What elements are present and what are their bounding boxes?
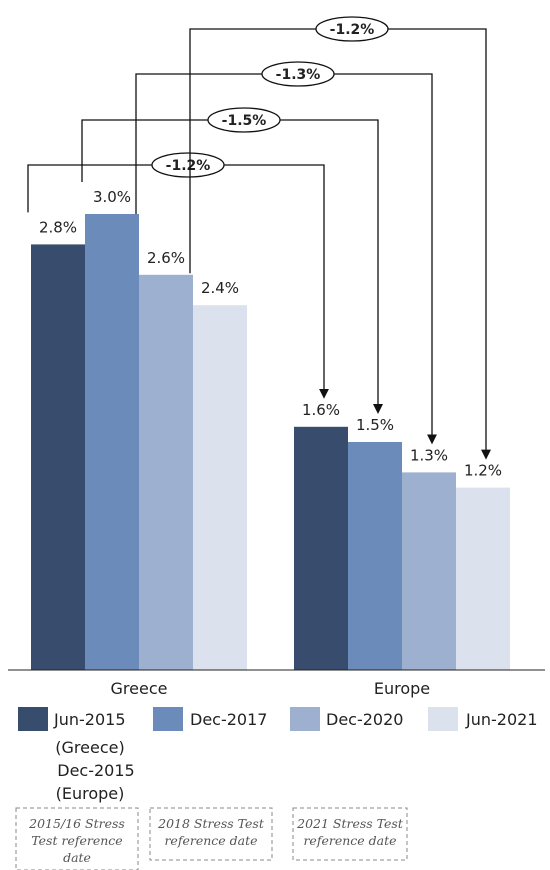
data-label: 2.6% — [147, 249, 185, 267]
data-label: 2.8% — [39, 218, 77, 236]
legend-label: Dec-2020 — [326, 710, 403, 729]
data-labels: 2.8% 1.6% 3.0% 1.5% 2.6% 1.3% 2.4% 1.2% — [39, 188, 502, 480]
data-label: 1.3% — [410, 446, 448, 464]
difference-badge — [207, 107, 281, 133]
legend-note-line: (Europe) — [56, 784, 125, 803]
bar-europe-jun-2015 — [294, 426, 348, 670]
note-text: reference date — [164, 833, 257, 848]
bar-europe-dec-2020 — [402, 472, 456, 670]
data-label: 2.4% — [201, 279, 239, 297]
legend-swatch — [290, 707, 320, 731]
category-label: Greece — [111, 679, 168, 698]
difference-badge — [315, 16, 389, 42]
difference-label: -1.2% — [166, 158, 211, 174]
legend-label: Jun-2021 — [465, 710, 538, 729]
data-label: 1.2% — [464, 462, 502, 480]
note-text: 2015/16 Stress — [28, 816, 125, 831]
note-box — [292, 807, 408, 861]
bars — [31, 214, 510, 670]
note-text: 2021 Stress Test — [296, 816, 404, 831]
legend-label: Jun-2015 — [53, 710, 126, 729]
legend-label: Dec-2017 — [190, 710, 267, 729]
note-box — [15, 807, 139, 870]
difference-badge — [261, 61, 335, 87]
bar-greece-dec-2017 — [85, 214, 139, 670]
reference-note: 2015/16 Stress Test reference date — [15, 807, 139, 870]
bar-greece-dec-2020 — [139, 274, 193, 670]
data-label: 1.5% — [356, 416, 394, 434]
data-label: 3.0% — [93, 188, 131, 206]
legend-note-line: Dec-2015 — [57, 761, 134, 780]
note-text: Test reference — [31, 833, 122, 848]
reference-date-notes: 2015/16 Stress Test reference date 2018 Str… — [15, 807, 408, 870]
category-labels: Greece Europe — [111, 679, 431, 698]
bar-europe-jun-2021 — [456, 487, 510, 670]
legend-swatch — [428, 707, 458, 731]
legend-note-line: (Greece) — [55, 738, 124, 757]
legend-swatch — [18, 707, 48, 731]
difference-label: -1.2% — [330, 22, 375, 38]
reference-note: 2021 Stress Test reference date — [292, 807, 408, 861]
data-label: 1.6% — [302, 401, 340, 419]
bar-greece-jun-2015 — [31, 244, 85, 670]
note-text: reference date — [303, 833, 396, 848]
reference-note: 2018 Stress Test reference date — [149, 807, 273, 861]
legend-swatch — [153, 707, 183, 731]
difference-label: -1.5% — [222, 113, 267, 129]
legend: Jun-2015 Dec-2017 Dec-2020 Jun-2021 (Greece)… — [18, 707, 538, 803]
category-label: Europe — [374, 679, 430, 698]
difference-label: -1.3% — [276, 67, 321, 83]
note-text: date — [63, 850, 91, 865]
difference-badge — [151, 152, 225, 178]
note-box — [149, 807, 273, 861]
bar-europe-dec-2017 — [348, 442, 402, 670]
difference-connectors: -1.2% -1.5% -1.3% -1.2% — [27, 16, 491, 460]
note-text: 2018 Stress Test — [157, 816, 265, 831]
bar-greece-jun-2021 — [193, 305, 247, 670]
